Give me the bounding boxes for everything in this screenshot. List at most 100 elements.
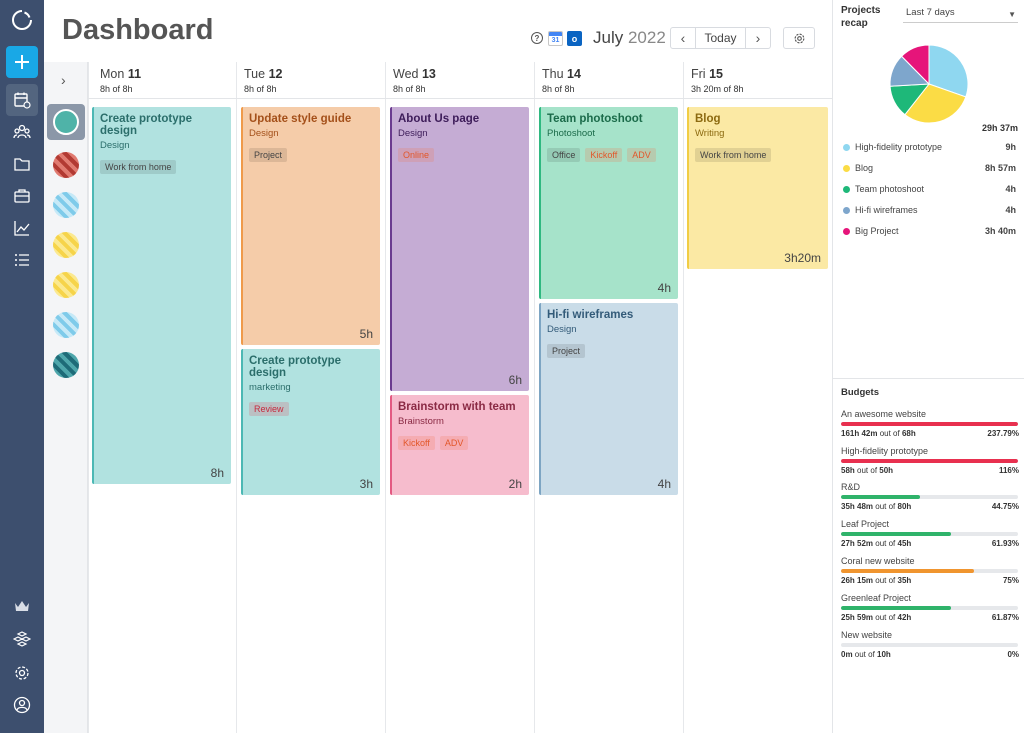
legend-dot [843,207,850,214]
day-hours: 8h of 8h [100,84,133,94]
budget-usage: 27h 52m out of 45h [841,539,911,548]
legend-dot [843,228,850,235]
task-tag: Project [249,148,288,162]
task-tag: Online [398,148,435,162]
grid-line [88,62,89,733]
legend-label: Big Project [855,226,899,236]
task-card[interactable]: Update style guide Design Project 5h [241,107,380,345]
budget-name: Greenleaf Project [841,593,912,603]
budgets-title: Budgets [841,387,879,398]
page-title: Dashboard [62,14,214,46]
avatar[interactable] [53,312,79,338]
settings-icon[interactable] [6,657,38,689]
month-name: July [593,28,624,47]
task-project: marketing [249,382,291,393]
budget-used: 161h 42m [841,429,878,438]
team-icon[interactable] [6,116,38,148]
avatar[interactable] [53,352,79,378]
next-week-button[interactable]: › [755,30,761,46]
task-project: Brainstorm [398,416,444,427]
task-title: Blog [695,113,721,125]
budget-progress-track [841,643,1018,647]
budget-progress-fill [841,495,921,499]
task-card[interactable]: Create prototype design Design Work from h… [92,107,231,484]
budget-percent: 44.75% [991,502,1019,511]
pie-slice [900,44,930,86]
avatar[interactable] [53,272,79,298]
day-header-fri: Fri 15 3h 20m of 8h [691,67,744,94]
google-calendar-icon[interactable]: 31 [548,31,563,46]
help-icon[interactable]: ? [531,32,543,44]
apps-icon[interactable] [6,623,38,655]
task-card[interactable]: About Us page Design Online 6h [390,107,529,391]
budget-progress-track [841,495,1018,499]
calendar-icon[interactable] [6,84,38,116]
task-tag: Project [547,344,586,358]
budget-total: 35h [897,576,912,585]
task-card[interactable]: Team photoshoot Photoshoot Office Kickoff AD… [539,107,678,299]
chevron-down-icon: ▼ [1008,10,1016,19]
date-range-select[interactable]: Last 7 days ▼ [903,7,1018,23]
budget-total: 80h [897,502,912,511]
budget-usage: 161h 42m out of 68h [841,429,916,438]
day-header-mon: Mon 11 8h of 8h [100,67,141,94]
task-project: Writing [695,128,725,139]
task-card[interactable]: Hi-fi wireframes Design Project 4h [539,303,678,495]
budget-percent: 237.79% [987,429,1019,438]
budget-item: R&D 35h 48m out of 80h 44.75% [841,482,1019,514]
projects-recap-title: Projects recap [841,5,881,29]
calendar-settings-button[interactable] [783,27,815,49]
date-range-value: Last 7 days [906,7,955,18]
day-hours: 8h of 8h [393,84,426,94]
task-card[interactable]: Create prototype design marketing Review 3h [241,349,380,495]
reports-icon[interactable] [6,212,38,244]
task-duration: 4h [657,477,671,491]
task-tags: Project [249,148,374,162]
prev-week-button[interactable]: ‹ [680,30,686,46]
task-title: Team photoshoot [547,113,643,125]
list-icon[interactable] [6,244,38,276]
budget-out-of: out of [873,539,898,548]
task-tag: Kickoff [398,436,435,450]
legend-item: Blog 8h 57m [843,163,1016,175]
day-header-tue: Tue 12 8h of 8h [244,67,282,94]
folder-icon[interactable] [6,148,38,180]
date: 13 [421,67,436,81]
expand-people-button[interactable]: › [61,72,66,88]
budget-item: High-fidelity prototype 58h out of 50h 116… [841,446,1019,478]
legend-dot [843,186,850,193]
briefcase-icon[interactable] [6,180,38,212]
task-duration: 6h [508,373,522,387]
task-tag: ADV [627,148,656,162]
today-button[interactable]: Today [695,28,746,48]
budget-progress-track [841,459,1018,463]
budget-total: 42h [897,613,912,622]
budget-out-of: out of [873,502,898,511]
budget-out-of: out of [852,650,878,659]
task-card[interactable]: Blog Writing Work from home 3h20m [687,107,828,269]
task-tag: ADV [439,436,469,450]
grid-line [236,62,237,733]
weekday: Fri [691,67,706,81]
avatar[interactable] [53,192,79,218]
crown-icon[interactable] [6,590,38,622]
task-duration: 3h20m [784,251,821,265]
task-card[interactable]: Brainstorm with team Brainstorm Kickoff ADV… [390,395,529,495]
task-tags: Kickoff ADV [398,436,523,450]
outlook-icon[interactable]: o [567,31,582,46]
profile-icon[interactable] [6,689,38,721]
budget-out-of: out of [854,466,880,475]
budget-progress-track [841,606,1018,610]
budget-usage: 0m out of 10h [841,650,891,659]
budget-progress-fill [841,422,1018,426]
logo-icon[interactable] [6,4,38,36]
avatar[interactable] [53,152,79,178]
avatar-selected[interactable] [53,109,79,135]
budget-progress-fill [841,569,974,573]
avatar[interactable] [53,232,79,258]
budget-total: 45h [897,539,912,548]
add-button[interactable] [6,46,38,78]
legend-item: Big Project 3h 40m [843,226,1016,238]
pie-slice [928,44,969,98]
task-tag: Office [547,148,581,162]
